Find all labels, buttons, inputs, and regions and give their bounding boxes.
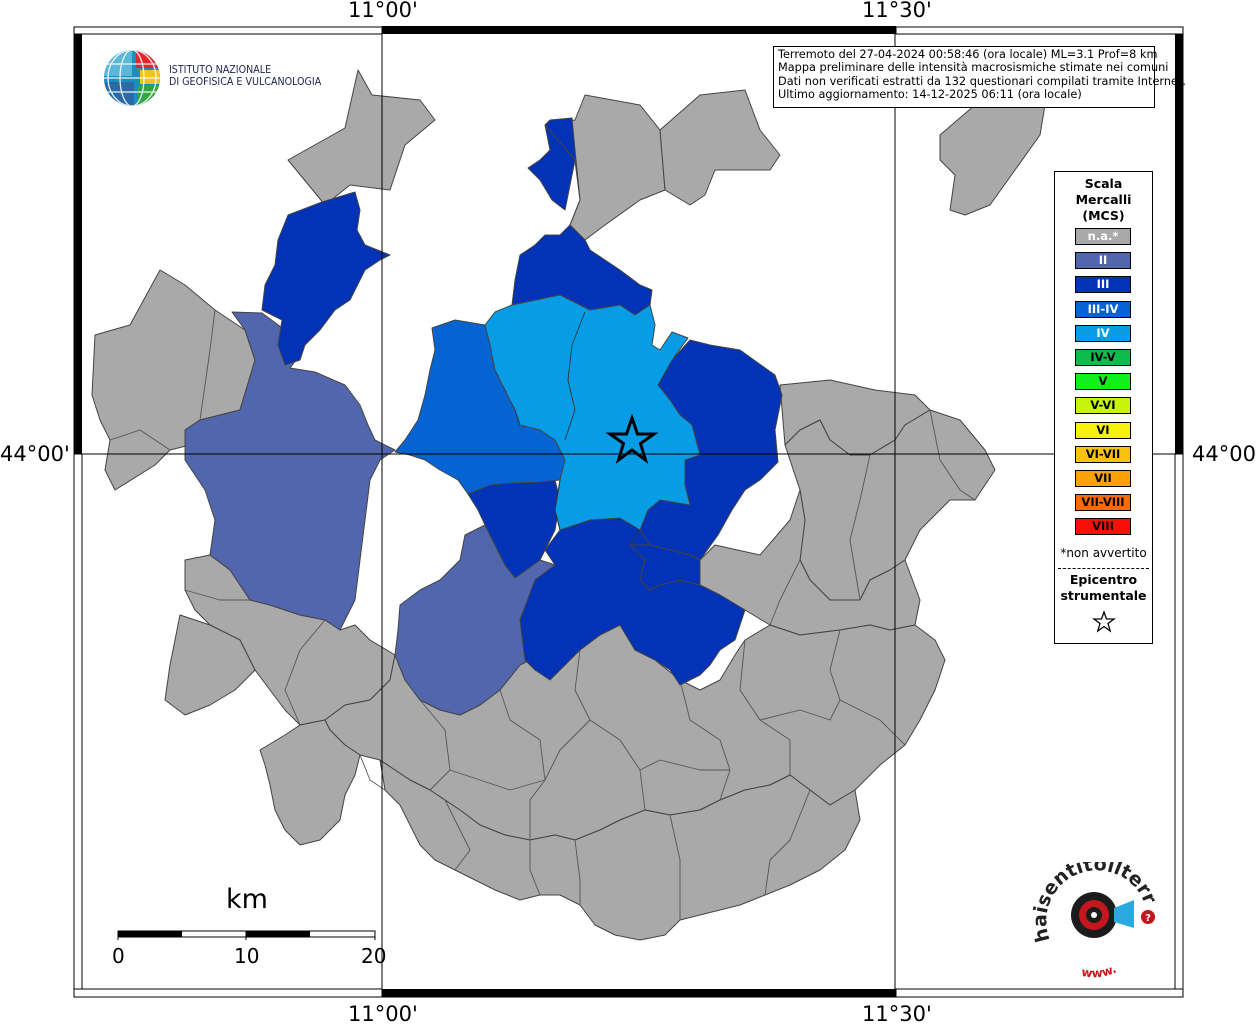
globe-icon [104, 50, 160, 106]
legend-epicenter-label: Epicentro strumentale [1055, 572, 1152, 604]
legend-swatch: IV-V [1075, 349, 1131, 366]
municipalities-intensity-iii [261, 117, 783, 686]
event-info-line: Ultimo aggiornamento: 14-12-2025 06:11 (… [778, 87, 1082, 101]
legend-swatch: V [1075, 373, 1131, 391]
event-info-box: Terremoto del 27-04-2024 00:58:46 (ora l… [773, 46, 1187, 108]
legend-swatch: n.a.* [1075, 228, 1131, 245]
legend-swatch: III-IV [1075, 300, 1131, 318]
scale-tick-label: 0 [112, 944, 125, 968]
legend-title-line: Scala [1084, 176, 1123, 191]
legend-star-icon [1092, 610, 1116, 633]
legend-title-line: Mercalli [1075, 192, 1132, 207]
svg-text:www.: www. [1080, 962, 1118, 981]
lon-label-bottom-2: 11°30' [862, 1002, 932, 1026]
ingv-logo: ISTITUTO NAZIONALE DI GEOFISICA E VULCAN… [102, 48, 322, 110]
lat-label-right: 44°00' [1192, 442, 1256, 466]
event-info-line: Mappa preliminare delle intensità macros… [778, 61, 1169, 75]
legend-swatch: VIII [1075, 518, 1131, 536]
legend-swatch: II [1075, 252, 1131, 270]
legend-swatch: VII-VIII [1075, 494, 1131, 512]
legend-swatch: VII [1075, 470, 1131, 487]
intensity-legend: Scala Mercalli (MCS) n.a.* II III III-IV IV I… [1054, 171, 1153, 644]
scale-bar [117, 930, 376, 940]
hst-logo-icon: haisentitoilterremoto.it www. ? [1022, 845, 1161, 981]
legend-epicenter-line: strumentale [1060, 588, 1147, 603]
legend-note: *non avvertito [1060, 546, 1147, 560]
municipality-borders [109, 309, 976, 920]
legend-title-line: (MCS) [1082, 208, 1125, 223]
lat-label-left: 44°00' [0, 442, 70, 466]
legend-title: Scala Mercalli (MCS) [1055, 176, 1152, 224]
lon-label-bottom-1: 11°00' [348, 1002, 418, 1026]
legend-epicenter-line: Epicentro [1069, 572, 1138, 587]
legend-swatch: IV [1075, 324, 1131, 342]
legend-swatch: III [1075, 276, 1131, 294]
event-info-line: Dati non verificati estratti da 132 ques… [778, 74, 1187, 88]
scale-tick-label: 10 [234, 944, 260, 968]
municipalities-not-felt [91, 69, 1046, 941]
legend-swatch: VI-VII [1075, 445, 1131, 463]
lon-label-top-2: 11°30' [862, 0, 932, 22]
legend-swatch: VI [1075, 421, 1131, 439]
legend-swatch: V-VI [1075, 397, 1131, 415]
hst-logo-url: www. [1080, 962, 1118, 981]
event-info-line: Terremoto del 27-04-2024 00:58:46 (ora l… [778, 48, 1158, 61]
ingv-name-line1: ISTITUTO NAZIONALE [169, 64, 272, 76]
scale-tick-label: 20 [361, 944, 387, 968]
intensity-borders [514, 311, 641, 546]
scale-unit: km [226, 884, 268, 915]
svg-text:?: ? [1145, 913, 1151, 924]
legend-divider [1058, 568, 1149, 569]
ingv-name-line2: DI GEOFISICA E VULCANOLOGIA [169, 76, 322, 88]
lon-label-top-1: 11°00' [348, 0, 418, 22]
epicenter-star-icon [605, 413, 659, 464]
haisentitoilterremoto-logo: haisentitoilterremoto.it www. ? [1022, 845, 1162, 982]
municipalities-intensity-iv [484, 294, 701, 531]
